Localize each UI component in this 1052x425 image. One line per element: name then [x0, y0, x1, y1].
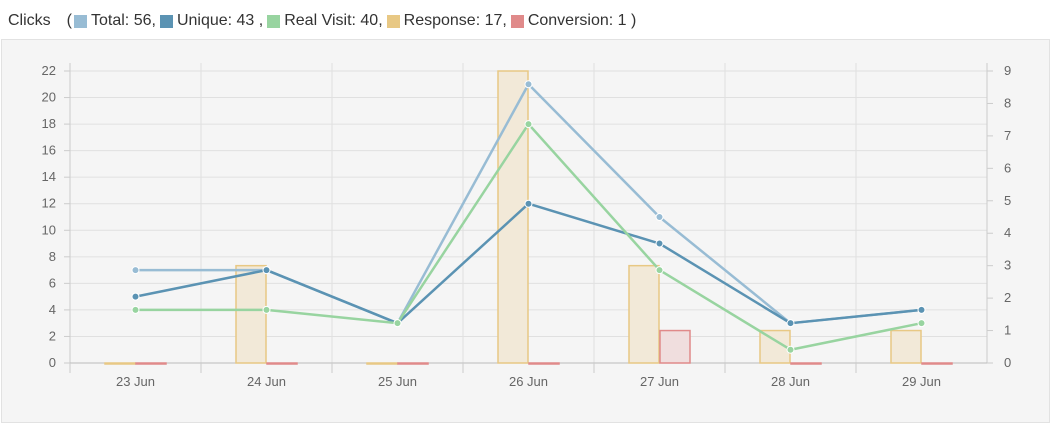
bar-response	[628, 264, 660, 364]
x-tick-label: 25 Jun	[378, 374, 417, 389]
bar-response	[235, 264, 267, 364]
bar-response	[366, 362, 398, 365]
x-tick-label: 28 Jun	[771, 374, 810, 389]
legend-item-total[interactable]: Total: 56,	[74, 12, 156, 30]
x-tick-label: 23 Jun	[116, 374, 155, 389]
point-real-visit	[786, 345, 795, 354]
y-left-tick-label: 16	[42, 143, 56, 158]
point-unique	[786, 319, 795, 328]
chart-header: Clicks ( Total: 56, Unique: 43 , Real Vi…	[8, 10, 640, 32]
y-right-tick-label: 7	[1004, 128, 1011, 143]
point-total	[655, 213, 664, 221]
y-left-tick-label: 2	[49, 328, 56, 343]
legend-label-unique: Unique: 43 ,	[176, 12, 264, 29]
point-unique	[524, 199, 533, 208]
legend-item-unique[interactable]: Unique: 43 ,	[159, 12, 264, 30]
legend-swatch-response	[386, 14, 400, 28]
point-unique	[655, 239, 664, 248]
y-left-tick-label: 14	[42, 169, 56, 184]
point-unique	[917, 305, 926, 314]
bar-response	[890, 329, 922, 364]
point-real-visit	[393, 319, 402, 328]
legend-item-conversion[interactable]: Conversion: 1 )	[510, 12, 637, 30]
bar-conversion	[266, 362, 298, 365]
y-right-tick-label: 5	[1004, 193, 1011, 208]
legend-swatch-total	[74, 14, 87, 28]
point-real-visit	[655, 266, 664, 275]
point-real-visit	[917, 319, 926, 328]
bar-conversion	[659, 329, 691, 364]
y-left-tick-label: 4	[49, 302, 56, 317]
legend-swatch-unique	[159, 14, 173, 28]
legend-swatch-conversion	[510, 14, 524, 28]
legend-label-real-visit: Real Visit: 40,	[284, 12, 383, 29]
point-unique	[262, 266, 271, 275]
point-total	[524, 80, 533, 89]
y-left-tick-label: 12	[42, 196, 56, 211]
x-tick-label: 29 Jun	[902, 374, 941, 389]
bar-conversion	[397, 362, 429, 365]
chart-title: Clicks	[8, 12, 51, 29]
bar-conversion	[135, 362, 167, 365]
open-paren: (	[66, 12, 72, 29]
bar-conversion	[790, 362, 822, 365]
y-right-tick-label: 1	[1004, 323, 1011, 338]
y-right-tick-label: 4	[1004, 225, 1011, 240]
x-tick-label: 27 Jun	[640, 374, 679, 389]
bar-response	[104, 362, 136, 365]
point-real-visit	[131, 305, 140, 314]
x-tick-label: 24 Jun	[247, 374, 286, 389]
y-left-tick-label: 20	[42, 90, 56, 105]
y-left-tick-label: 22	[42, 63, 56, 78]
y-right-tick-label: 9	[1004, 63, 1011, 78]
y-left-tick-label: 18	[42, 116, 56, 131]
y-left-tick-label: 10	[42, 222, 56, 237]
y-right-tick-label: 6	[1004, 160, 1011, 175]
point-real-visit	[262, 305, 271, 314]
legend-swatch-real-visit	[267, 14, 281, 28]
legend-label-total: Total: 56,	[91, 12, 156, 29]
y-right-tick-label: 8	[1004, 95, 1011, 110]
point-unique	[131, 292, 140, 301]
y-left-tick-label: 8	[49, 249, 56, 264]
bar-conversion	[528, 362, 560, 365]
y-left-tick-label: 6	[49, 275, 56, 290]
point-total	[131, 266, 140, 275]
legend-item-real-visit[interactable]: Real Visit: 40,	[267, 12, 383, 30]
legend-label-conversion: Conversion: 1 )	[527, 12, 637, 29]
bar-conversion	[921, 362, 953, 365]
legend-item-response[interactable]: Response: 17,	[386, 12, 507, 30]
legend-label-response: Response: 17,	[403, 12, 507, 29]
y-right-tick-label: 0	[1004, 355, 1011, 370]
x-tick-label: 26 Jun	[509, 374, 548, 389]
y-right-tick-label: 3	[1004, 258, 1011, 273]
y-left-tick-label: 0	[49, 355, 56, 370]
y-right-tick-label: 2	[1004, 290, 1011, 305]
point-real-visit	[524, 120, 533, 129]
